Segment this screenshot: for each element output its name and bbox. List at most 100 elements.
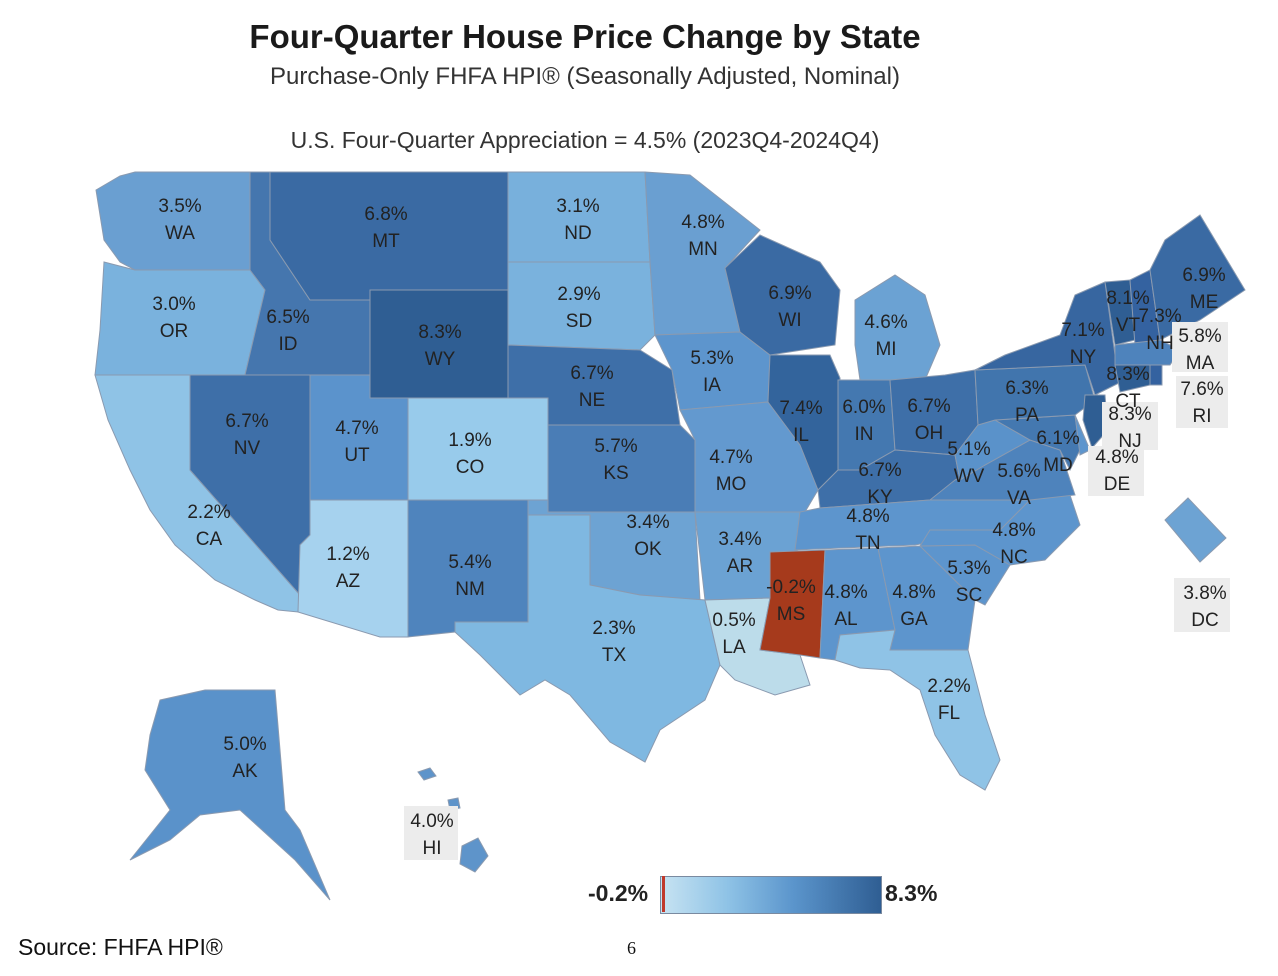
- value-label-WI: 6.9%: [768, 283, 811, 304]
- value-label-WA: 3.5%: [158, 196, 201, 217]
- state-code-label-WY: WY: [425, 349, 456, 370]
- value-label-MT: 6.8%: [364, 204, 407, 225]
- state-code-label-VT: VT: [1116, 315, 1141, 336]
- state-WI: [724, 234, 841, 356]
- state-code-label-TN: TN: [855, 533, 880, 554]
- state-code-label-CA: CA: [196, 529, 223, 550]
- value-label-MS: -0.2%: [766, 577, 816, 598]
- state-TX: [454, 514, 721, 763]
- value-label-CO: 1.9%: [448, 430, 491, 451]
- value-label-PA: 6.3%: [1005, 378, 1048, 399]
- value-label-NV: 6.7%: [225, 411, 268, 432]
- state-code-label-ME: ME: [1190, 292, 1219, 313]
- state-code-label-AR: AR: [727, 556, 753, 577]
- page-number: 6: [627, 938, 636, 958]
- state-code-label-IA: IA: [703, 375, 721, 396]
- state-code-label-MS: MS: [777, 604, 806, 625]
- state-labels: 3.5% WA 3.0% OR 2.2% CA 6.7% NV 6.5% ID 6.8% MT 8.3%…: [152, 196, 1226, 859]
- state-RI: [1149, 364, 1163, 386]
- state-code-label-PA: PA: [1015, 405, 1039, 426]
- state-code-label-MO: MO: [716, 474, 747, 495]
- state-code-label-DC: DC: [1191, 610, 1218, 631]
- value-label-NE: 6.7%: [570, 363, 613, 384]
- state-code-label-IL: IL: [793, 425, 809, 446]
- value-label-NH: 7.3%: [1138, 306, 1181, 327]
- state-code-label-IN: IN: [855, 424, 874, 445]
- value-label-SD: 2.9%: [557, 284, 600, 305]
- value-label-CA: 2.2%: [187, 502, 230, 523]
- state-code-label-NH: NH: [1146, 333, 1173, 354]
- state-code-label-MI: MI: [875, 339, 896, 360]
- state-code-label-VA: VA: [1007, 488, 1031, 509]
- state-ND: [507, 171, 651, 263]
- state-code-label-LA: LA: [722, 637, 746, 658]
- legend-max-label: 8.3%: [885, 880, 938, 906]
- value-label-DC: 3.8%: [1183, 583, 1226, 604]
- state-code-label-RI: RI: [1193, 406, 1212, 427]
- value-label-OK: 3.4%: [626, 512, 669, 533]
- state-code-label-SD: SD: [566, 311, 592, 332]
- state-NJ: [1082, 394, 1109, 449]
- value-label-TN: 4.8%: [846, 506, 889, 527]
- state-OR: [94, 261, 266, 376]
- state-WY: [369, 289, 509, 399]
- state-code-label-UT: UT: [344, 445, 370, 466]
- legend-min-label: -0.2%: [588, 880, 649, 906]
- label-box-NJ: [1102, 402, 1158, 450]
- value-label-NC: 4.8%: [992, 520, 1035, 541]
- state-code-label-NJ: NJ: [1118, 431, 1141, 452]
- state-FL: [834, 629, 1001, 791]
- state-code-label-AL: AL: [834, 609, 857, 630]
- state-code-label-WV: WV: [954, 466, 985, 487]
- state-code-label-OK: OK: [634, 539, 662, 560]
- state-HI-1: [417, 767, 437, 781]
- value-label-MI: 4.6%: [864, 312, 907, 333]
- map-title: Four-Quarter House Price Change by State: [249, 18, 921, 55]
- map-subtitle: Purchase-Only FHFA HPI® (Seasonally Adju…: [270, 63, 900, 90]
- value-label-TX: 2.3%: [592, 618, 635, 639]
- value-label-WV: 5.1%: [947, 439, 990, 460]
- state-code-label-NE: NE: [579, 390, 605, 411]
- value-label-FL: 2.2%: [927, 676, 970, 697]
- value-label-AZ: 1.2%: [326, 544, 369, 565]
- state-code-label-CO: CO: [456, 457, 485, 478]
- state-DE: [1074, 414, 1091, 456]
- state-code-label-HI: HI: [423, 838, 442, 859]
- state-code-label-MA: MA: [1186, 353, 1215, 374]
- value-label-AR: 3.4%: [718, 529, 761, 550]
- state-code-label-NV: NV: [234, 438, 261, 459]
- value-label-IN: 6.0%: [842, 397, 885, 418]
- value-label-MD: 6.1%: [1036, 428, 1079, 449]
- state-code-label-TX: TX: [602, 645, 627, 666]
- value-label-KY: 6.7%: [858, 460, 901, 481]
- state-code-label-MD: MD: [1043, 455, 1073, 476]
- state-code-label-MT: MT: [372, 231, 400, 252]
- value-label-SC: 5.3%: [947, 558, 990, 579]
- state-AK: [129, 689, 331, 901]
- state-code-label-OR: OR: [160, 321, 189, 342]
- value-label-MN: 4.8%: [681, 212, 724, 233]
- state-DC: [1164, 497, 1227, 563]
- state-code-label-SC: SC: [956, 585, 982, 606]
- state-SD: [507, 261, 656, 351]
- state-code-label-CT: CT: [1115, 391, 1141, 412]
- state-code-label-NC: NC: [1000, 547, 1027, 568]
- state-code-label-FL: FL: [938, 703, 960, 724]
- state-code-label-ID: ID: [279, 334, 298, 355]
- value-label-ME: 6.9%: [1182, 265, 1225, 286]
- state-code-label-NM: NM: [455, 579, 485, 600]
- value-label-RI: 7.6%: [1180, 379, 1223, 400]
- state-code-label-MN: MN: [688, 239, 718, 260]
- state-NC: [919, 494, 1081, 566]
- state-WA: [95, 171, 251, 271]
- value-label-IL: 7.4%: [779, 398, 822, 419]
- label-box-HI: [404, 806, 458, 860]
- value-label-AK: 5.0%: [223, 734, 266, 755]
- state-HI-3: [459, 837, 489, 873]
- value-label-NM: 5.4%: [448, 552, 491, 573]
- value-label-LA: 0.5%: [712, 610, 755, 631]
- value-label-HI: 4.0%: [410, 811, 453, 832]
- value-label-DE: 4.8%: [1095, 447, 1138, 468]
- value-label-NJ: 8.3%: [1108, 404, 1151, 425]
